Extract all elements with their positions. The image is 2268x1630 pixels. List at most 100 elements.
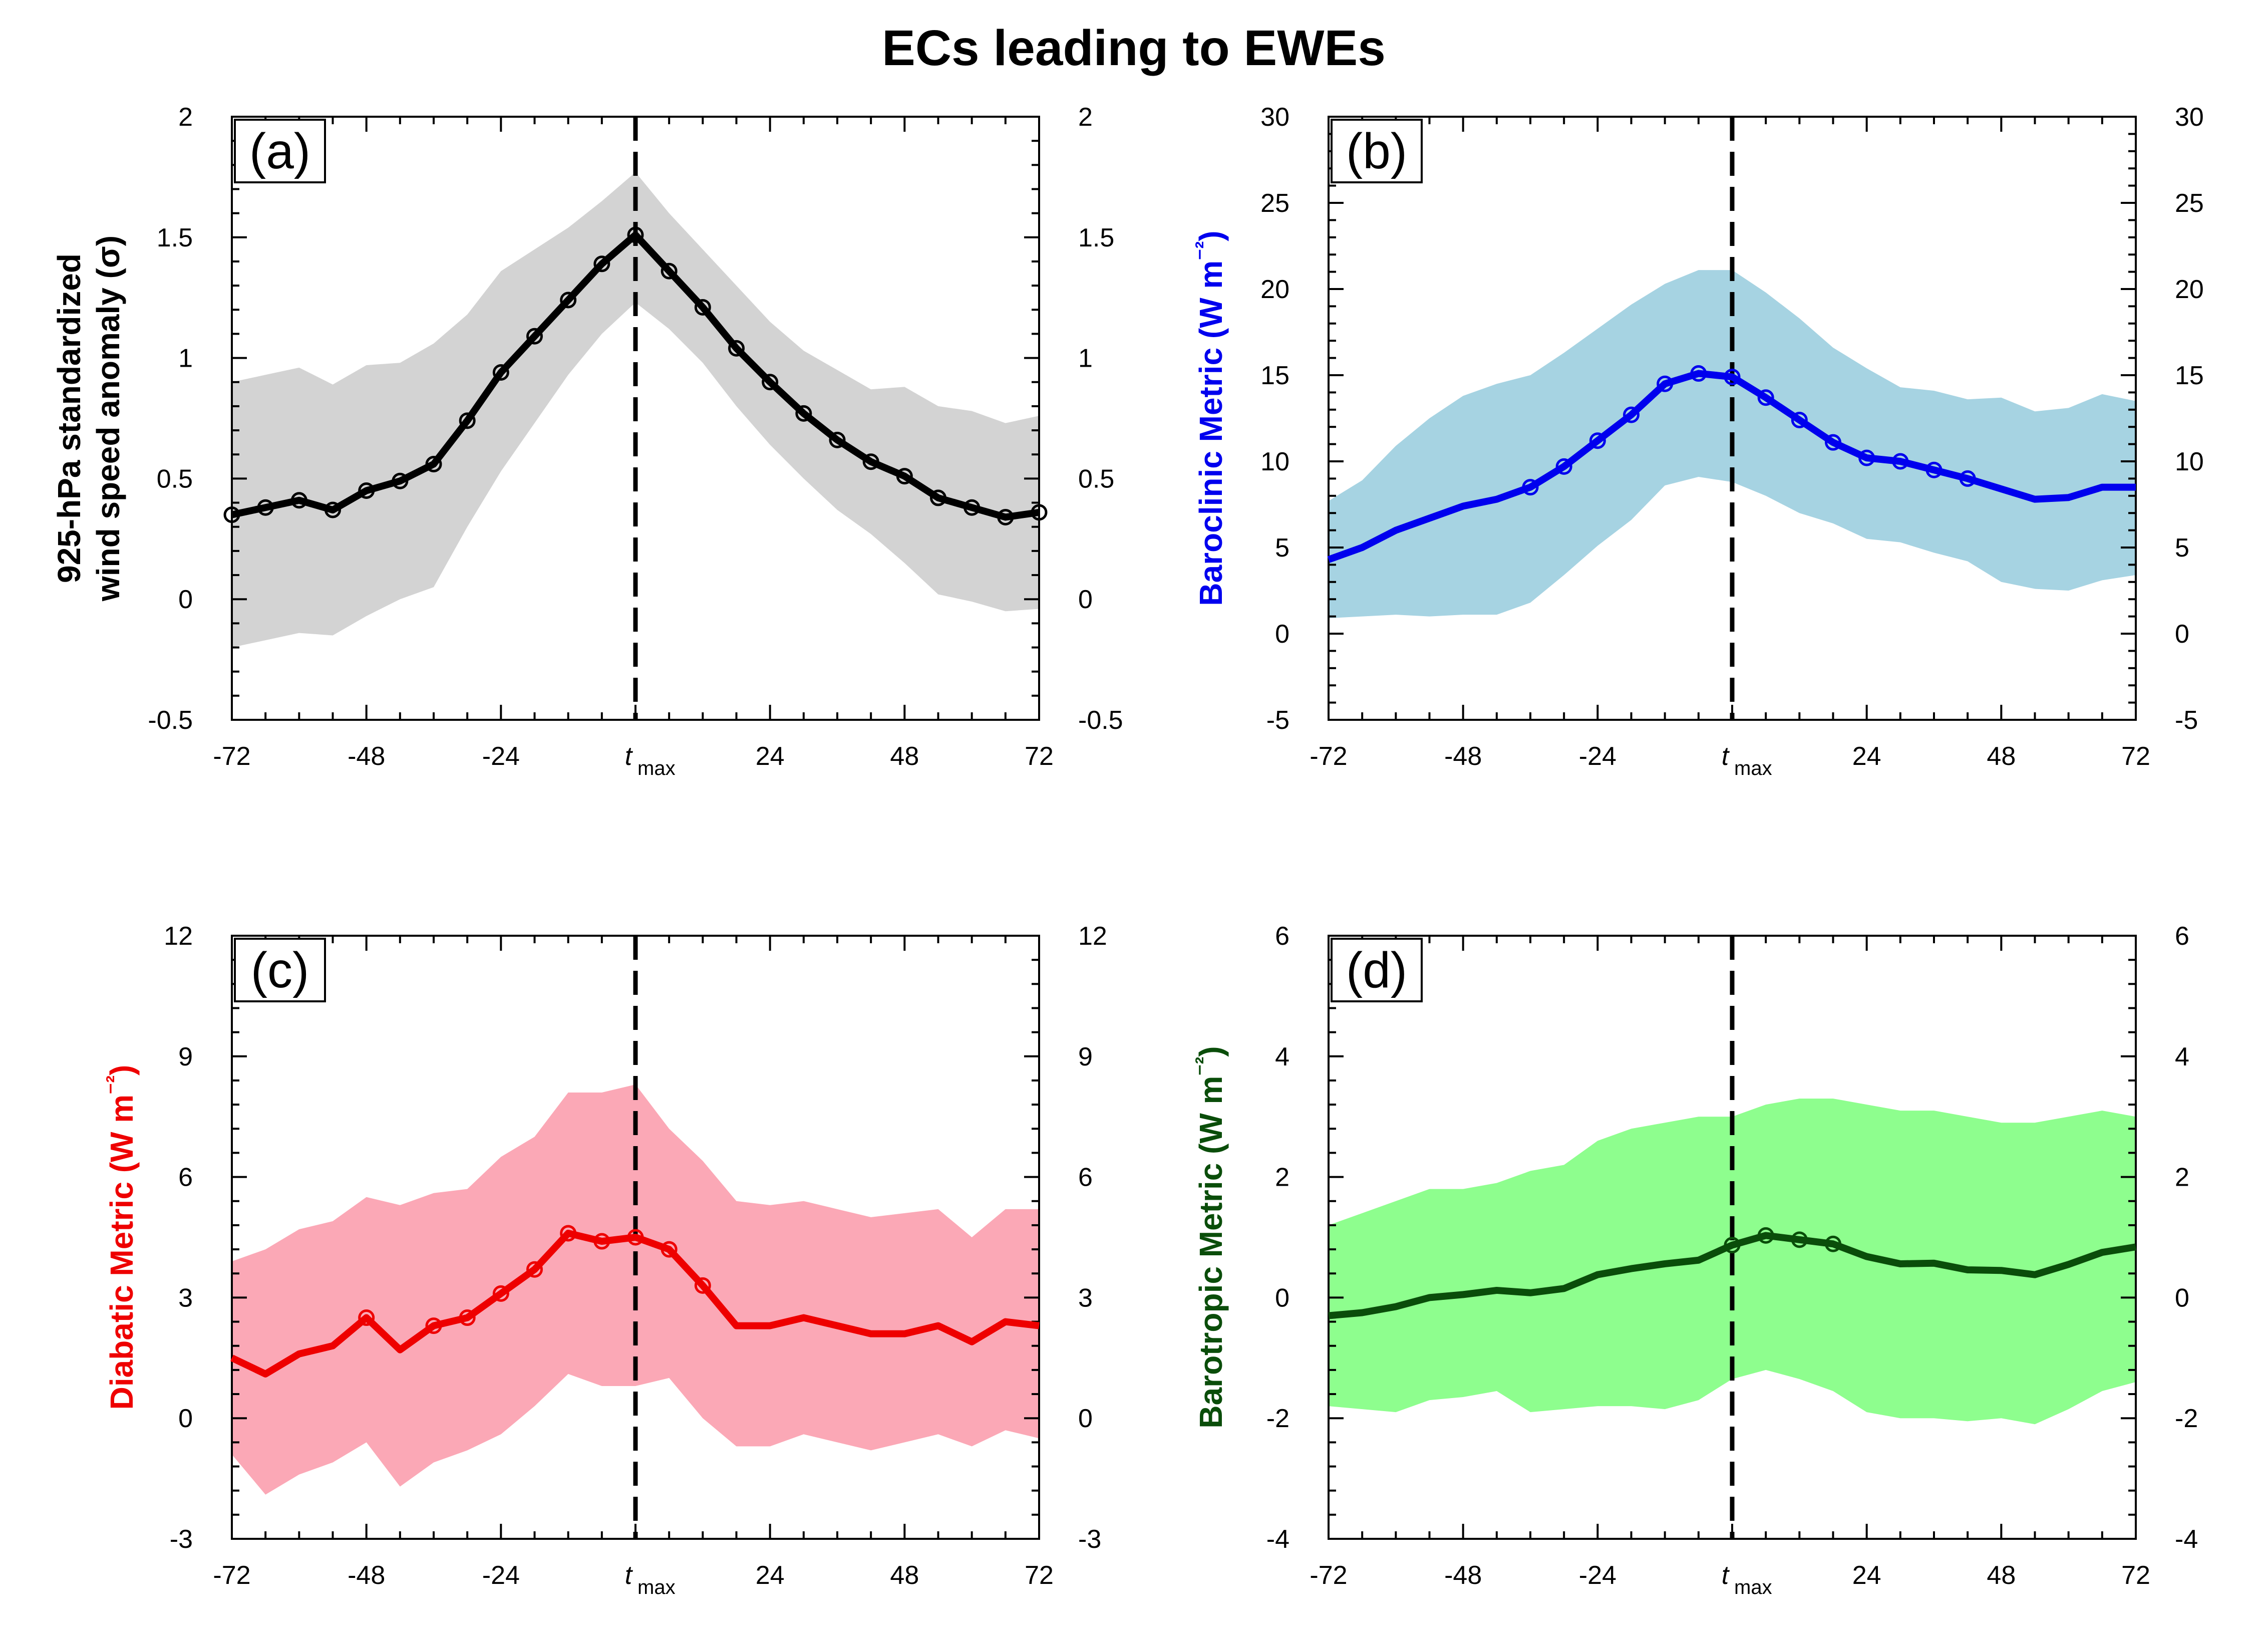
series-line xyxy=(231,231,1040,521)
data-point xyxy=(425,456,442,473)
data-point xyxy=(829,431,846,448)
data-point xyxy=(392,472,409,489)
x-tick-label: 48 xyxy=(890,742,919,771)
y-tick-label-right: 3 xyxy=(1078,1283,1093,1312)
y-tick-label-left: -3 xyxy=(170,1525,193,1554)
x-tick-label: 24 xyxy=(1852,1561,1881,1590)
data-point xyxy=(1825,434,1841,451)
y-tick-label-left: -2 xyxy=(1266,1404,1289,1433)
x-tick-label: 72 xyxy=(2121,1561,2150,1590)
data-point xyxy=(593,1233,610,1250)
x-tick-label-sub: max xyxy=(1734,757,1772,779)
data-point xyxy=(862,453,879,470)
y-tick-label-left: 0 xyxy=(1275,1283,1289,1312)
x-tick-label: -72 xyxy=(213,742,250,771)
x-tick-label: 48 xyxy=(1987,1561,2016,1590)
data-point xyxy=(425,1317,442,1334)
data-point xyxy=(1791,411,1808,428)
y-tick-label-left: 12 xyxy=(164,922,193,951)
x-tick-label-tmax: t xyxy=(625,742,633,771)
data-point xyxy=(1724,368,1741,385)
y-tick-label-right: -0.5 xyxy=(1078,706,1123,735)
data-point xyxy=(1031,504,1048,521)
y-axis-label: Barotropic Metric (W m⁻²) xyxy=(1191,1046,1229,1428)
series-line xyxy=(1327,370,2136,563)
y-tick-label-right: -4 xyxy=(2175,1525,2198,1554)
data-point xyxy=(963,499,981,516)
x-tick-label: 72 xyxy=(1025,1561,1054,1590)
data-point xyxy=(358,1309,375,1326)
y-tick-label-left: 0.5 xyxy=(157,464,193,493)
data-point xyxy=(997,508,1014,525)
panel-label-box xyxy=(1331,119,1423,183)
y-tick-label-left: 6 xyxy=(1275,922,1289,951)
x-tick-label-tmax: t xyxy=(1722,1561,1730,1590)
x-tick-label: 24 xyxy=(1852,742,1881,771)
y-tick-label-left: 0 xyxy=(178,585,193,614)
y-tick-label-left: 1 xyxy=(178,344,193,373)
panel-d: -72 -48 -24 t max 24 48 72-4 -4-2 -20 02 24 46 6Barot… xyxy=(1191,922,2198,1598)
data-point xyxy=(762,374,779,391)
y-tick-label-left: 9 xyxy=(178,1042,193,1071)
data-point xyxy=(694,299,711,316)
data-point xyxy=(1724,1237,1741,1254)
panel-b: -72 -48 -24 t max 24 48 72 -5 -5 0 0 5 5 10 10 15 15 20 20 2… xyxy=(1191,103,2204,779)
panel-label: (c) xyxy=(251,942,309,998)
y-tick-label-left: 30 xyxy=(1260,103,1289,132)
data-point xyxy=(1555,458,1572,475)
y-tick-label-left: 4 xyxy=(1275,1042,1289,1071)
x-tick-label-sub: max xyxy=(637,1576,676,1598)
data-point xyxy=(290,492,307,509)
data-point xyxy=(358,482,375,499)
y-tick-label-right: 15 xyxy=(2175,361,2204,390)
y-tick-label-left: 5 xyxy=(1275,533,1289,563)
panel-a: -72 -48 -24 t max 24 48 72 -0.5 -0.5 0 0 0.5 0.5 1 1 1.5… xyxy=(51,103,1123,779)
x-tick-label: -24 xyxy=(1579,1561,1616,1590)
data-point xyxy=(492,364,509,381)
x-tick-label: -48 xyxy=(1444,742,1482,771)
y-tick-label-right: 0 xyxy=(2175,1283,2189,1312)
data-point xyxy=(661,1241,678,1258)
y-tick-label-left: 15 xyxy=(1260,361,1289,390)
y-tick-label-right: -2 xyxy=(2175,1404,2198,1433)
data-point xyxy=(257,499,274,516)
y-tick-label-right: 0.5 xyxy=(1078,464,1114,493)
y-tick-label-right: 0 xyxy=(1078,585,1093,614)
x-tick-label: 48 xyxy=(1987,742,2016,771)
data-point xyxy=(930,489,946,506)
y-tick-label-right: 9 xyxy=(1078,1042,1093,1071)
x-tick-label: -72 xyxy=(1310,1561,1347,1590)
data-point xyxy=(459,412,476,429)
x-tick-label-tmax: t xyxy=(1722,742,1730,771)
data-point xyxy=(526,328,543,345)
y-tick-label-right: 12 xyxy=(1078,922,1107,951)
x-tick-label-tmax: t xyxy=(625,1561,633,1590)
y-tick-label-left: 20 xyxy=(1260,275,1289,304)
data-point xyxy=(661,262,678,280)
data-point xyxy=(560,292,577,309)
x-tick-label: -48 xyxy=(1444,1561,1482,1590)
x-tick-label-sub: max xyxy=(1734,1576,1772,1598)
y-tick-label-right: 4 xyxy=(2175,1042,2189,1071)
data-point xyxy=(795,405,812,422)
data-point xyxy=(325,501,341,518)
y-tick-label-right: 20 xyxy=(2175,275,2204,304)
x-tick-label: -72 xyxy=(213,1561,250,1590)
y-tick-label-left: 6 xyxy=(178,1163,193,1192)
data-point xyxy=(896,468,913,485)
panel-label-box xyxy=(1331,938,1423,1002)
y-tick-label-right: 6 xyxy=(1078,1163,1093,1192)
y-tick-label-right: 2 xyxy=(1078,103,1093,132)
y-tick-label-right: -5 xyxy=(2175,706,2198,735)
series-line xyxy=(230,1229,1040,1378)
data-point xyxy=(1858,449,1875,466)
y-tick-label-left: 2 xyxy=(178,103,193,132)
data-point xyxy=(694,1277,711,1294)
y-tick-label-left: 25 xyxy=(1260,189,1289,218)
x-tick-label: -24 xyxy=(482,1561,520,1590)
y-tick-label-right: -3 xyxy=(1078,1525,1101,1554)
y-tick-label-left: 2 xyxy=(1275,1163,1289,1192)
data-point xyxy=(1757,389,1774,406)
y-tick-label-right: 0 xyxy=(2175,620,2189,649)
